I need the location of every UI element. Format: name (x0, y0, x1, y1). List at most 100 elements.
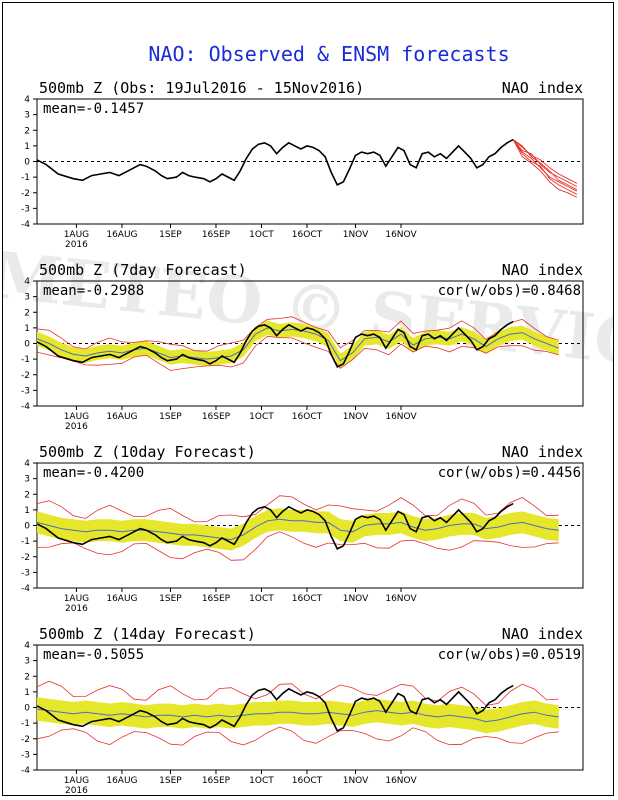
x-tick-label: 1NOV (343, 230, 369, 240)
x-tick-label: 1NOV (343, 594, 369, 604)
x-tick-label: 1AUG (64, 412, 89, 422)
correlation-label: cor(w/obs)=0.4456 (438, 465, 581, 481)
y-tick-label: 0 (24, 704, 30, 714)
y-tick-label: -3 (21, 204, 30, 214)
x-tick-label: 1SEP (159, 230, 182, 240)
ensemble-mean-line (37, 708, 559, 723)
x-tick-label: 16NOV (385, 594, 417, 604)
panel-2: 500mb Z (7day Forecast) NAO index mean=-0.… (21, 261, 584, 432)
y-tick-label: 3 (24, 293, 30, 303)
mean-label: mean=-0.1457 (43, 101, 144, 117)
y-tick-label: -3 (21, 568, 30, 578)
y-tick-label: 4 (24, 641, 30, 651)
plot-content (37, 495, 583, 561)
y-tick-label: -1 (21, 355, 30, 365)
x-tick-label: 1OCT (249, 776, 274, 786)
y-tick-label: 0 (24, 522, 30, 532)
x-tick-label: 1AUG (64, 594, 89, 604)
y-tick-label: 4 (24, 277, 30, 287)
x-tick-label: 1OCT (249, 412, 274, 422)
y-tick-label: -2 (21, 189, 30, 199)
x-tick-label: 1SEP (159, 776, 182, 786)
observed-line (37, 502, 514, 550)
mean-label: mean=-0.2988 (43, 283, 144, 299)
panel-title: 500mb Z (7day Forecast) (39, 261, 247, 279)
observed-line (37, 138, 514, 186)
y-tick-label: 3 (24, 475, 30, 485)
spread-band (37, 508, 559, 551)
observed-line (37, 320, 514, 368)
x-tick-label: 16OCT (292, 776, 323, 786)
member-upper-line (37, 680, 559, 706)
forecast-member-line (512, 139, 578, 187)
plot-content (37, 680, 583, 746)
panel-title: 500mb Z (14day Forecast) (39, 625, 256, 643)
forecast-member-line (512, 139, 578, 198)
member-upper-line (37, 495, 559, 523)
member-lower-line (37, 726, 559, 746)
y-tick-label: 3 (24, 111, 30, 121)
nao-index-label: NAO index (502, 79, 583, 97)
plot-content (37, 138, 583, 198)
x-tick-label: 16AUG (106, 412, 137, 422)
x-tick-label: 16SEP (202, 230, 231, 240)
nao-index-label: NAO index (502, 625, 583, 643)
chart-canvas: METEO © SERVICE NAO: Observed & ENSM for… (3, 42, 613, 795)
correlation-label: cor(w/obs)=0.0519 (438, 647, 581, 663)
year-label: 2016 (65, 786, 88, 795)
x-tick-label: 16OCT (292, 594, 323, 604)
mean-label: mean=-0.5055 (43, 647, 144, 663)
y-tick-label: -1 (21, 173, 30, 183)
member-lower-line (37, 531, 559, 561)
forecast-member-line (512, 139, 578, 184)
y-tick-label: -3 (21, 750, 30, 760)
nao-index-label: NAO index (502, 261, 583, 279)
mean-label: mean=-0.4200 (43, 465, 144, 481)
x-tick-label: 1NOV (343, 412, 369, 422)
x-tick-label: 16AUG (106, 230, 137, 240)
x-tick-label: 16NOV (385, 776, 417, 786)
year-label: 2016 (65, 422, 88, 432)
forecast-member-line (512, 139, 578, 195)
x-tick-label: 1AUG (64, 776, 89, 786)
x-tick-label: 1SEP (159, 594, 182, 604)
year-label: 2016 (65, 604, 88, 614)
x-tick-label: 16NOV (385, 412, 417, 422)
y-tick-label: 1 (24, 324, 30, 334)
correlation-label: cor(w/obs)=0.8468 (438, 283, 581, 299)
y-tick-label: -3 (21, 386, 30, 396)
x-tick-label: 16AUG (106, 594, 137, 604)
year-label: 2016 (65, 240, 88, 250)
forecast-member-line (512, 139, 578, 190)
x-tick-label: 1NOV (343, 776, 369, 786)
panel-4: 500mb Z (14day Forecast) NAO index mean=-0… (21, 625, 584, 795)
y-tick-label: 3 (24, 657, 30, 667)
y-tick-label: 4 (24, 95, 30, 105)
y-tick-label: -4 (21, 402, 30, 412)
panel-1: 500mb Z (Obs: 19Jul2016 - 15Nov2016) NAO … (21, 79, 584, 250)
spread-band (37, 697, 559, 734)
panel-title: 500mb Z (10day Forecast) (39, 443, 256, 461)
x-tick-label: 16OCT (292, 412, 323, 422)
y-tick-label: 2 (24, 490, 30, 500)
y-tick-label: -4 (21, 220, 30, 230)
y-tick-label: -4 (21, 766, 30, 776)
x-tick-label: 1OCT (249, 230, 274, 240)
y-tick-label: 2 (24, 672, 30, 682)
y-tick-label: -1 (21, 537, 30, 547)
x-tick-label: 16AUG (106, 776, 137, 786)
x-tick-label: 16OCT (292, 230, 323, 240)
y-tick-label: 1 (24, 506, 30, 516)
y-tick-label: 2 (24, 126, 30, 136)
member-lower-line (37, 335, 559, 371)
member-upper-line (37, 316, 559, 352)
y-tick-label: 2 (24, 308, 30, 318)
y-tick-label: 4 (24, 459, 30, 469)
observed-line (37, 684, 514, 732)
y-tick-label: 0 (24, 340, 30, 350)
nao-index-label: NAO index (502, 443, 583, 461)
y-tick-label: -2 (21, 371, 30, 381)
y-tick-label: -2 (21, 735, 30, 745)
x-tick-label: 16SEP (202, 412, 231, 422)
